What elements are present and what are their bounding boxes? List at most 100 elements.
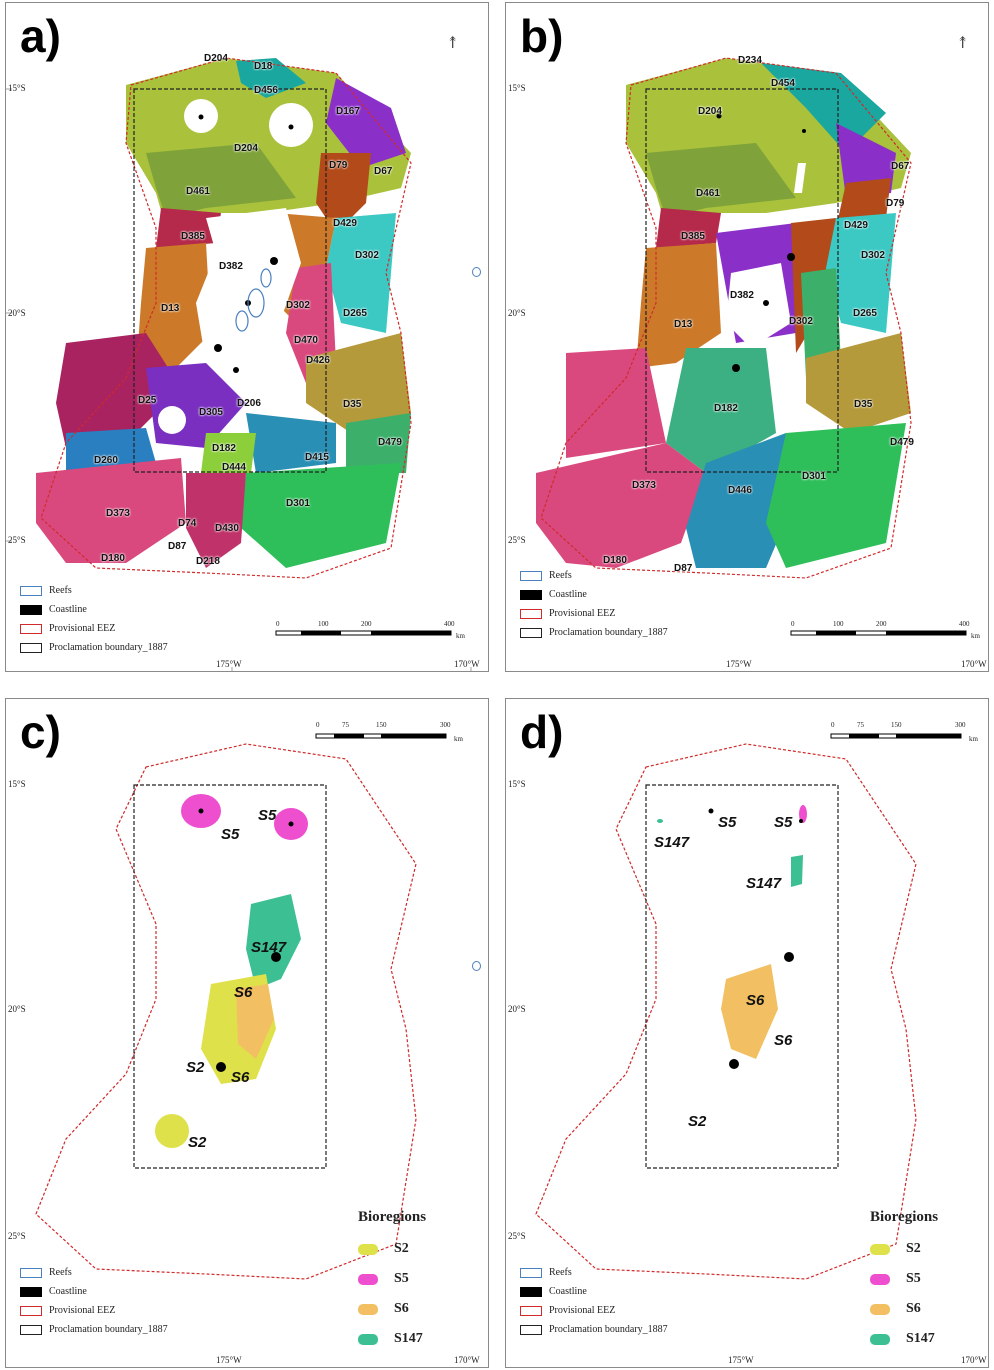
lon-label: 170°W [454,659,480,669]
map-legend: Reefs Coastline Provisional EEZ Proclama… [520,566,668,642]
legend-swatch-reefs [20,585,42,596]
region-label: S2 [688,1113,707,1130]
region-d13 [136,243,211,373]
north-arrow-icon: ↟ [446,35,460,52]
bioregions-legend: Bioregions S2 S5 S6 S147 [358,1209,427,1346]
region-label: D429 [844,220,868,231]
region-label: S6 [234,984,253,1001]
map-legend: Reefs Coastline Provisional EEZ Proclama… [520,1263,668,1339]
lon-label: 175°W [216,659,242,669]
region-label: D265 [853,308,877,319]
lon-label: 175°W [726,659,752,669]
location-marker-icon [472,961,481,971]
region-label: D302 [789,316,813,327]
reef-mask-central [196,208,301,383]
map-canvas-b [536,57,967,636]
region-label: D446 [728,485,752,496]
reef-mask-3 [158,406,186,434]
region-label: S6 [231,1069,250,1086]
region-label: D79 [329,160,348,171]
bio-swatch-s147 [358,1333,378,1345]
lat-label: 20°S [508,1004,526,1014]
region-label: S5 [774,814,793,831]
region-d301 [241,463,401,568]
region-label: D301 [802,471,826,482]
legend-swatch-eez [20,623,42,634]
region-label: D167 [336,106,360,117]
lon-label: 170°W [961,1355,987,1365]
region-label: D382 [219,261,243,272]
region-label: D305 [199,407,223,418]
region-label: D260 [94,455,118,466]
region-label: D479 [378,437,402,448]
bio-swatch-s5 [358,1273,378,1285]
region-d265 [326,213,396,333]
region-d385 [156,208,221,248]
region-label: D470 [294,335,318,346]
region-label: D234 [738,55,762,66]
region-label: D454 [771,78,795,89]
region-label: D385 [681,231,705,242]
lat-label: 15°S [508,83,526,93]
region-label: D87 [674,563,693,574]
region-label: D373 [106,508,130,519]
region-label: S2 [186,1059,205,1076]
region-d25 [56,333,181,448]
scalebar-c [315,733,447,739]
region-label: D35 [343,399,362,410]
region-d373 [36,458,186,563]
lat-label: 15°S [8,779,26,789]
region-label: D456 [254,85,278,96]
lon-label: 175°W [728,1355,754,1365]
region-label: D385 [181,231,205,242]
region-d167 [326,78,406,168]
region-label: S6 [774,1032,793,1049]
region-label: D35 [854,399,873,410]
lon-label: 175°W [216,1355,242,1365]
region-label: S5 [258,807,277,824]
map-panel-b: b) ↟ 15°S 20°S 25°S 175°W 170°W 0 100 20… [505,2,989,672]
region-label: D13 [161,303,180,314]
north-arrow-icon: ↟ [956,35,970,52]
region-label: D67 [891,161,910,172]
region-label: D180 [603,555,627,566]
region-label: D25 [138,395,157,406]
region-d35 [306,333,411,433]
map-canvas-a [6,57,472,671]
region-label: D373 [632,480,656,491]
bioregions-title: Bioregions [870,1209,939,1225]
region-label: S5 [718,814,737,831]
region-label: D204 [698,106,722,117]
region-d430 [186,473,246,568]
region-label: D204 [234,143,258,154]
legend-swatch-coastline [20,604,42,615]
region-label: S6 [746,992,765,1009]
region-label: S2 [188,1134,207,1151]
panel-label: b) [520,10,564,62]
region-label: D302 [286,300,310,311]
lat-label: 20°S [508,308,526,318]
region-label: D426 [306,355,330,366]
region-d461 [146,143,296,218]
region-label: D301 [286,498,310,509]
region-label: D479 [890,437,914,448]
region-label: D180 [101,553,125,564]
region-label: D218 [196,556,220,567]
bio-swatch-s2 [358,1243,378,1255]
region-d18 [236,58,306,98]
region-label: D13 [674,319,693,330]
region-label: D461 [186,186,210,197]
region-label: S5 [221,826,240,843]
region-d79 [316,153,371,233]
coastline-islands-a [198,114,294,373]
location-marker-icon [472,267,481,277]
map-legend: Reefs Coastline Provisional EEZ Proclama… [20,1263,168,1339]
bioregions-legend: Bioregions S2 S5 S6 S147 [870,1209,939,1346]
bioregions-title: Bioregions [358,1209,427,1225]
region-label: D67 [374,166,393,177]
map-panel-d: d) 15°S 20°S 25°S 175°W 170°W 0 75 150 3… [505,698,989,1368]
region-label: D182 [714,403,738,414]
region-label: D415 [305,452,329,463]
map-panel-c: c) 15°S 20°S 25°S 175°W 170°W 0 75 150 3… [5,698,489,1368]
region-label: D444 [222,462,246,473]
